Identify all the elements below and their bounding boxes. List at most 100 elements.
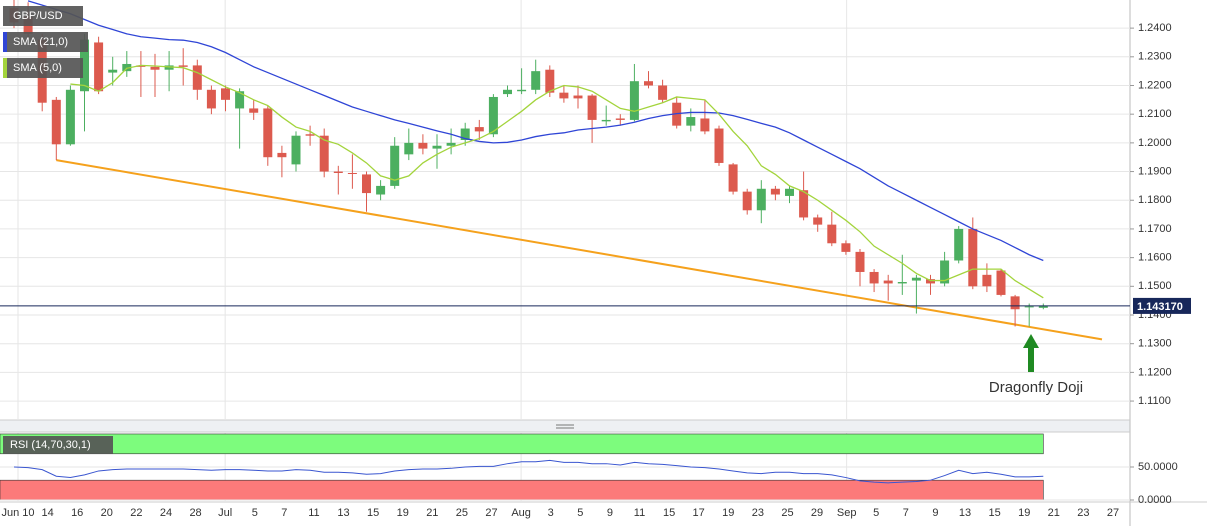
candle-body	[658, 85, 668, 100]
x-tick-label: 16	[71, 507, 83, 519]
candle-body	[263, 108, 273, 158]
x-tick-label: Jun 10	[1, 507, 34, 519]
y-tick-label: 50.0000	[1138, 461, 1178, 473]
candle-body	[869, 271, 879, 284]
legend-box	[3, 6, 83, 26]
candle-body	[897, 282, 907, 284]
candle-body	[65, 89, 75, 145]
legend-box	[3, 436, 113, 454]
candle-body	[785, 188, 794, 196]
candle-body	[136, 65, 146, 67]
y-tick-label: 1.1800	[1138, 194, 1172, 206]
candle-body	[954, 228, 964, 261]
candle-body	[742, 191, 752, 211]
x-tick-label: 21	[1048, 507, 1060, 519]
candle-body	[629, 81, 639, 120]
candle-body	[940, 260, 950, 284]
x-tick-label: 15	[988, 507, 1000, 519]
candle-body	[362, 174, 371, 194]
legend-swatch	[3, 58, 7, 78]
candle-body	[855, 251, 865, 272]
candle-body	[277, 152, 287, 158]
candle-body	[404, 142, 414, 155]
x-tick-label: 25	[456, 507, 468, 519]
sma-line	[27, 0, 1044, 262]
x-tick-label: 21	[426, 507, 438, 519]
x-tick-label: 9	[932, 507, 938, 519]
y-tick-label: 0.0000	[1138, 494, 1172, 506]
candle-body	[813, 217, 823, 225]
sma-line	[70, 64, 1044, 299]
x-tick-label: 11	[634, 507, 645, 519]
annotation: Dragonfly Doji	[989, 379, 1083, 396]
y-tick-label: 1.1500	[1138, 280, 1172, 292]
x-tick-label: 5	[252, 507, 258, 519]
trend-line	[56, 159, 1103, 341]
candle-body	[178, 65, 188, 67]
x-tick-label: 15	[367, 507, 379, 519]
y-tick-label: 1.1300	[1138, 338, 1172, 350]
x-tick-label: 19	[397, 507, 409, 519]
candle-body	[319, 135, 329, 172]
last-price-label: 1.143170	[1137, 301, 1183, 313]
x-tick-label: 11	[308, 507, 319, 519]
candle-body	[418, 142, 428, 149]
x-tick-label: 14	[41, 507, 53, 519]
candle-body	[51, 99, 61, 145]
candle-body	[644, 81, 653, 86]
candle-body	[333, 171, 343, 173]
candle-body	[728, 164, 738, 192]
y-tick-label: 1.1200	[1138, 366, 1172, 378]
candle-body	[164, 65, 174, 70]
candle-body	[108, 69, 118, 73]
candle-body	[249, 108, 259, 113]
x-tick-label: 23	[752, 507, 764, 519]
y-tick-label: 1.2400	[1138, 22, 1172, 34]
candle-body	[517, 89, 527, 92]
candle-body	[192, 65, 202, 90]
last-price-box	[1133, 297, 1191, 314]
x-tick-label: 24	[160, 507, 172, 519]
y-tick-label: 1.2200	[1138, 79, 1172, 91]
rsi-band	[0, 433, 1044, 455]
rsi-panel: 50.0000 0.0000 RSI (14,70,30,1)	[0, 433, 1178, 506]
x-tick-label: 7	[281, 507, 287, 519]
y-tick-label: 1.2000	[1138, 137, 1172, 149]
candle-body	[488, 96, 498, 135]
candle-body	[883, 280, 893, 284]
y-tick-label: 1.1700	[1138, 223, 1172, 235]
legend-swatch	[3, 32, 7, 52]
candle-body	[1024, 306, 1034, 308]
legend-label: GBP/USD	[13, 10, 63, 22]
x-tick-label: 28	[189, 507, 201, 519]
candle-body	[376, 185, 386, 195]
y-tick-label: 1.1900	[1138, 165, 1172, 177]
x-tick-label: 19	[722, 507, 734, 519]
candle-body	[996, 270, 1006, 295]
y-tick-label: 1.2100	[1138, 108, 1172, 120]
x-tick-label: 13	[337, 507, 349, 519]
candle-body	[573, 95, 583, 99]
candle-body	[827, 224, 837, 244]
candle-body	[446, 142, 456, 146]
candle-body	[80, 39, 89, 92]
candle-body	[347, 172, 357, 174]
price-panel: 1.2400 1.2300 1.2200 1.2100 1.2000 1.1900 1.18…	[0, 0, 1191, 519]
x-tick-label: 9	[607, 507, 613, 519]
candle-body	[206, 89, 216, 109]
candle-body	[601, 119, 611, 122]
candle-body	[559, 92, 569, 99]
candle-body	[460, 128, 470, 140]
candle-body	[926, 279, 935, 284]
candle-body	[531, 71, 541, 90]
legend-label: RSI (14,70,30,1)	[10, 439, 91, 451]
x-tick-label: 3	[548, 507, 554, 519]
legend-box	[3, 32, 88, 52]
doji-arrow	[1023, 334, 1039, 372]
x-tick-label: 27	[1107, 507, 1119, 519]
x-tick-label: 23	[1077, 507, 1089, 519]
x-tick-label: 17	[693, 507, 705, 519]
x-tick-label: 7	[903, 507, 909, 519]
candle-body	[150, 66, 160, 70]
